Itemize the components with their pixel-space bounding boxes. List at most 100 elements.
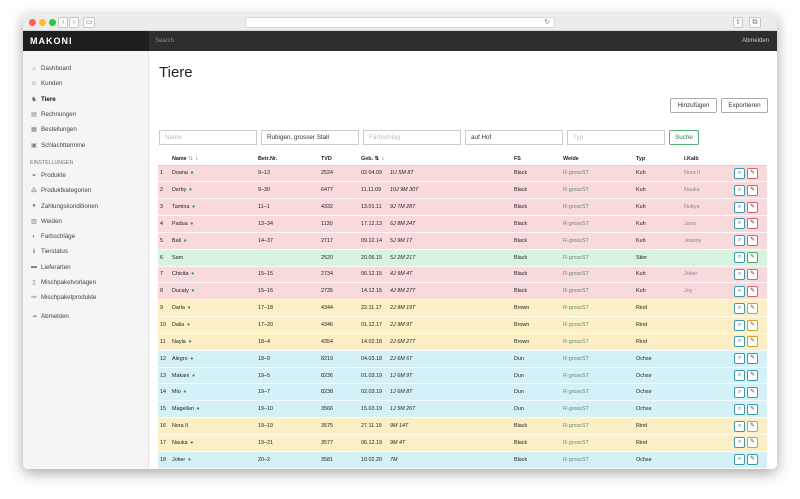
table-row[interactable]: 1 Doana ● 9–13 2524 02.04.09 1U 5M 8T Black R-g… [158, 165, 767, 183]
close-window-icon[interactable] [29, 19, 36, 26]
comment-icon[interactable]: ● [188, 170, 194, 177]
animal-name[interactable]: Ducaty [172, 288, 189, 295]
table-row[interactable]: 4 Padua ● 13–34 1130 17.12.13 6J 8M 24T Black R… [158, 215, 767, 233]
view-button[interactable]: ⌕ [734, 386, 745, 398]
comment-icon[interactable]: ● [190, 372, 196, 379]
comment-icon[interactable]: ● [188, 355, 194, 362]
table-row[interactable]: 14 Mio ● 19–7 8238 02.03.19 1J 6M 8T Dun R-gros… [158, 383, 767, 402]
animal-name-cell[interactable]: Alegro ● [170, 350, 256, 368]
table-row[interactable]: 16 Nora II 19–19 3575 27.11.19 9M 14T Black R-g… [158, 417, 767, 435]
forward-icon[interactable]: › [69, 17, 79, 28]
animal-name[interactable]: Dalia [172, 322, 185, 329]
sidebar-item-produktkategorien[interactable]: ⁂ Produktkategorien [23, 183, 148, 198]
sidebar-item-lieferarten[interactable]: ▬ Lieferarten [23, 260, 148, 275]
export-button[interactable]: Exportieren [721, 98, 768, 113]
animal-name-cell[interactable]: Doana ● [170, 165, 256, 183]
comment-icon[interactable]: ● [181, 389, 187, 396]
comment-icon[interactable]: ● [186, 456, 192, 463]
animal-name[interactable]: Sam [172, 254, 184, 261]
sidebar-item-abmelden[interactable]: ⇥ Abmelden [23, 308, 148, 323]
maximize-window-icon[interactable] [49, 19, 56, 26]
animal-name-cell[interactable]: Dalia ● [170, 316, 256, 334]
table-row[interactable]: 15 Magellan ● 19–10 3566 15.03.19 1J 5M 26T Du… [158, 400, 767, 419]
edit-button[interactable]: ✎ [747, 252, 758, 264]
animal-name-cell[interactable]: Ducaty ● [170, 282, 256, 301]
animal-name[interactable]: Doana [172, 170, 188, 177]
sidebar-item-schlachttermine[interactable]: ▣ Schlachttermine [23, 137, 148, 152]
view-button[interactable]: ⌕ [734, 167, 745, 179]
address-bar[interactable]: ↻ [245, 17, 555, 28]
edit-button[interactable]: ✎ [747, 403, 758, 415]
table-row[interactable]: 3 Tamina ● 11–1 4332 13.01.11 9J 7M 28T Black R… [158, 198, 767, 217]
column-header-weide[interactable]: Weide [561, 153, 634, 166]
edit-button[interactable]: ✎ [747, 319, 758, 331]
edit-button[interactable]: ✎ [747, 370, 758, 382]
animal-name[interactable]: Derby [172, 187, 187, 194]
table-row[interactable]: 2 Derby ● 9–30 6477 11.11.09 10J 9M 30T Black R… [158, 181, 767, 200]
table-row[interactable]: 19Jeanny20–3358210.02.207MBlackR-grossST… [158, 468, 767, 469]
view-button[interactable]: ⌕ [734, 285, 745, 297]
column-header-typ[interactable]: Typ [634, 153, 682, 166]
view-button[interactable]: ⌕ [734, 336, 745, 348]
view-button[interactable]: ⌕ [734, 454, 745, 466]
view-button[interactable]: ⌕ [734, 252, 745, 264]
view-button[interactable]: ⌕ [734, 218, 745, 230]
animal-name-cell[interactable]: Tamina ● [170, 198, 256, 217]
sidebar-item-zahlungskonditionen[interactable]: ● Zahlungskonditionen [23, 198, 148, 213]
edit-button[interactable]: ✎ [747, 386, 758, 398]
sort-icon[interactable]: ⇂ [380, 155, 386, 162]
column-header-kalb[interactable]: l.Kalb [682, 153, 732, 166]
column-header-geb[interactable]: Geb. ⇅ ⇂ [359, 153, 512, 166]
animal-name[interactable]: Nauka [172, 439, 188, 446]
edit-button[interactable]: ✎ [747, 437, 758, 449]
animal-name-cell[interactable]: Nauka ● [170, 434, 256, 452]
view-button[interactable]: ⌕ [734, 184, 745, 196]
edit-button[interactable]: ✎ [747, 268, 758, 280]
animal-name-cell[interactable]: Makani ● [170, 367, 256, 385]
view-button[interactable]: ⌕ [734, 201, 745, 213]
search-button[interactable]: Suche [669, 130, 699, 145]
animal-name[interactable]: Tamina [172, 204, 190, 211]
animal-name-cell[interactable]: Nora II [170, 417, 256, 435]
table-row[interactable]: 11 Nayla ● 18–4 4354 14.02.18 2J 6M 27T Brown R… [158, 333, 767, 351]
animal-name-cell[interactable]: Magellan ● [170, 400, 256, 419]
animal-name[interactable]: Chicita [172, 271, 189, 278]
column-header-tvd[interactable]: TVD [319, 153, 359, 166]
sidebar-item-dashboard[interactable]: ⌂ Dashboard [23, 61, 148, 76]
view-button[interactable]: ⌕ [734, 268, 745, 280]
sidebar-item-mischpaketprodukte[interactable]: ⚯ Mischpaketprodukte [23, 290, 148, 305]
add-button[interactable]: Hinzufügen [670, 98, 717, 113]
comment-icon[interactable]: ● [189, 271, 195, 278]
edit-button[interactable]: ✎ [747, 235, 758, 247]
farbschlag-filter-select[interactable]: Farbschlag [363, 130, 461, 145]
animal-name[interactable]: Mio [172, 389, 181, 396]
sidebar-item-farbschl-ge[interactable]: ◐ Farbschläge [23, 229, 148, 244]
animal-name[interactable]: Padua [172, 220, 188, 227]
comment-icon[interactable]: ● [188, 220, 194, 227]
sidebar-item-produkte[interactable]: ⚭ Produkte [23, 168, 148, 183]
table-row[interactable]: 9 Darla ● 17–18 4344 22.11.17 2J 9M 19T Brown R… [158, 299, 767, 318]
animal-name[interactable]: Magellan [172, 406, 194, 413]
view-button[interactable]: ⌕ [734, 437, 745, 449]
typ-filter-select[interactable]: Typ [567, 130, 665, 145]
column-header-name[interactable]: Name ⇅ ⇂ [170, 153, 256, 166]
share-icon[interactable]: ⇧ [733, 17, 743, 28]
sidebar-item-tiere[interactable]: ♞ Tiere [23, 92, 148, 107]
minimize-window-icon[interactable] [39, 19, 46, 26]
table-row[interactable]: 17 Nauka ● 19–21 3577 06.12.19 9M 4T Black R-gr… [158, 434, 767, 452]
comment-icon[interactable]: ● [194, 406, 200, 413]
table-row[interactable]: 5 Bali ● 14–37 2717 09.12.14 5J 9M 1T Black R-g… [158, 232, 767, 250]
sidebar-item-weiden[interactable]: ▥ Weiden [23, 214, 148, 229]
reload-icon[interactable]: ↻ [544, 19, 550, 26]
animal-name[interactable]: Nora II [172, 423, 189, 430]
back-icon[interactable]: ‹ [58, 17, 68, 28]
comment-icon[interactable]: ● [185, 305, 191, 312]
table-row[interactable]: 8 Ducaty ● 15–16 2735 14.12.15 4J 8M 27T Black… [158, 282, 767, 301]
edit-button[interactable]: ✎ [747, 353, 758, 365]
comment-icon[interactable]: ● [182, 237, 187, 244]
edit-button[interactable]: ✎ [747, 184, 758, 196]
comment-icon[interactable]: ● [185, 322, 191, 329]
animal-name[interactable]: Alegro [172, 355, 188, 362]
table-row[interactable]: 10 Dalia ● 17–20 4346 01.12.17 2J 9M 9T Brown R… [158, 316, 767, 334]
animal-name[interactable]: Bali [172, 237, 181, 244]
